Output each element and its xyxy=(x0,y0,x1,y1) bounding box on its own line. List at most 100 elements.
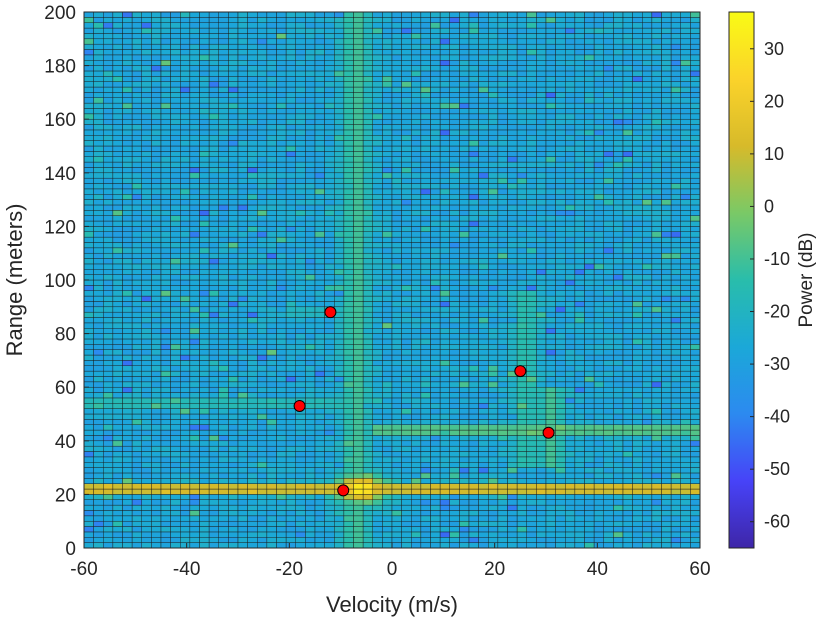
heatmap-cell xyxy=(218,129,229,136)
heatmap-cell xyxy=(276,403,287,409)
heatmap-cell xyxy=(228,413,239,420)
heatmap-cell xyxy=(199,376,210,383)
heatmap-cell xyxy=(401,188,412,195)
heatmap-cell xyxy=(593,317,604,324)
heatmap-cell xyxy=(670,397,681,404)
heatmap-cell xyxy=(536,274,547,281)
heatmap-cell xyxy=(497,263,508,270)
heatmap-cell xyxy=(131,386,142,393)
heatmap-cell xyxy=(593,263,604,270)
heatmap-cell xyxy=(507,145,518,152)
heatmap-cell xyxy=(391,274,402,281)
heatmap-cell xyxy=(208,161,219,168)
heatmap-cell xyxy=(131,290,142,297)
heatmap-cell xyxy=(468,520,479,527)
heatmap-cell xyxy=(362,177,373,184)
heatmap-cell xyxy=(622,349,633,356)
heatmap-cell xyxy=(228,215,239,222)
heatmap-cell xyxy=(545,247,556,254)
heatmap-cell xyxy=(680,429,691,436)
heatmap-cell xyxy=(199,408,210,415)
heatmap-cell xyxy=(83,488,94,495)
heatmap-cell xyxy=(343,499,354,506)
heatmap-cell xyxy=(353,220,364,227)
heatmap-cell xyxy=(545,472,556,479)
heatmap-cell xyxy=(661,413,672,420)
heatmap-cell xyxy=(343,129,354,136)
heatmap-cell xyxy=(372,140,383,147)
heatmap-cell xyxy=(632,365,643,372)
heatmap-cell xyxy=(93,247,104,254)
heatmap-cell xyxy=(266,183,277,190)
heatmap-cell xyxy=(295,188,306,195)
heatmap-cell xyxy=(305,145,316,152)
heatmap-cell xyxy=(160,429,171,436)
heatmap-cell xyxy=(160,145,171,152)
heatmap-cell xyxy=(237,210,248,216)
heatmap-cell xyxy=(334,472,345,479)
heatmap-cell xyxy=(228,231,239,238)
heatmap-cell xyxy=(497,349,508,356)
heatmap-cell xyxy=(613,429,624,436)
heatmap-cell xyxy=(372,515,383,522)
heatmap-cell xyxy=(555,183,566,190)
heatmap-cell xyxy=(584,156,595,163)
heatmap-cell xyxy=(170,145,181,152)
heatmap-cell xyxy=(651,242,662,249)
heatmap-cell xyxy=(199,435,210,442)
heatmap-cell xyxy=(449,424,460,431)
heatmap-cell xyxy=(584,129,595,136)
heatmap-cell xyxy=(661,354,672,361)
heatmap-cell xyxy=(334,290,345,297)
heatmap-cell xyxy=(449,392,460,399)
heatmap-cell xyxy=(180,424,191,431)
heatmap-cell xyxy=(334,199,345,206)
heatmap-cell xyxy=(430,537,441,543)
heatmap-cell xyxy=(324,494,335,500)
heatmap-cell xyxy=(516,386,527,393)
heatmap-cell xyxy=(526,295,537,302)
heatmap-cell xyxy=(276,451,287,458)
heatmap-cell xyxy=(314,172,325,179)
heatmap-cell xyxy=(411,419,422,425)
heatmap-cell xyxy=(565,242,576,249)
heatmap-cell xyxy=(141,172,152,179)
heatmap-cell xyxy=(170,161,181,168)
heatmap-cell xyxy=(488,488,499,495)
heatmap-cell xyxy=(141,504,152,511)
heatmap-cell xyxy=(295,478,306,484)
heatmap-cell xyxy=(334,397,345,404)
heatmap-cell xyxy=(497,488,508,495)
heatmap-cell xyxy=(343,403,354,409)
heatmap-cell xyxy=(314,151,325,157)
heatmap-cell xyxy=(536,226,547,232)
heatmap-cell xyxy=(276,462,287,468)
heatmap-cell xyxy=(555,269,566,275)
heatmap-cell xyxy=(420,520,431,527)
heatmap-cell xyxy=(295,172,306,179)
heatmap-cell xyxy=(574,360,585,366)
heatmap-cell xyxy=(430,499,441,506)
heatmap-cell xyxy=(314,204,325,211)
heatmap-cell xyxy=(622,199,633,206)
heatmap-cell xyxy=(295,392,306,399)
heatmap-cell xyxy=(285,311,296,318)
heatmap-cell xyxy=(199,242,210,249)
heatmap-cell xyxy=(526,328,537,334)
heatmap-cell xyxy=(103,194,114,200)
heatmap-cell xyxy=(391,483,402,490)
heatmap-cell xyxy=(353,354,364,361)
heatmap-cell xyxy=(131,429,142,436)
heatmap-cell xyxy=(218,451,229,458)
heatmap-cell xyxy=(141,177,152,184)
heatmap-cell xyxy=(536,333,547,340)
heatmap-cell xyxy=(459,515,470,522)
heatmap-cell xyxy=(247,515,258,522)
heatmap-cell xyxy=(593,129,604,136)
heatmap-cell xyxy=(574,161,585,168)
heatmap-cell xyxy=(430,194,441,200)
heatmap-cell xyxy=(131,397,142,404)
heatmap-cell xyxy=(603,231,614,238)
heatmap-cell xyxy=(420,167,431,174)
heatmap-cell xyxy=(122,226,133,232)
